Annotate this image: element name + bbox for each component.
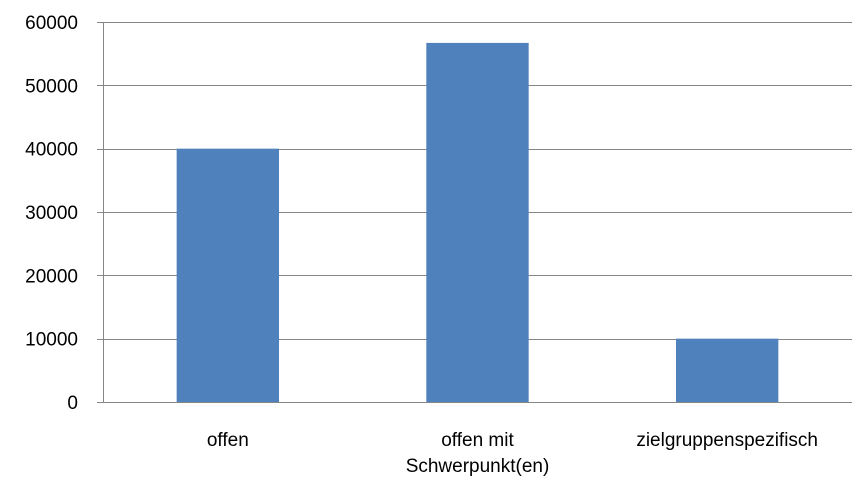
y-tick-label: 40000 <box>25 140 78 161</box>
y-tick-label: 10000 <box>25 330 78 351</box>
axes <box>97 22 852 403</box>
y-tick-labels: 0 10000 20000 30000 40000 50000 60000 <box>25 13 78 414</box>
bars <box>176 42 779 403</box>
y-tick-label: 0 <box>67 393 78 414</box>
bar-2 <box>675 338 779 402</box>
bar-1 <box>426 42 529 403</box>
y-tick-label: 20000 <box>25 266 78 287</box>
bar-0 <box>176 148 280 402</box>
x-tick-label: offen <box>207 430 249 451</box>
x-tick-labels: offen offen mit Schwerpunkt(en) zielgruppen… <box>207 430 818 477</box>
y-tick-label: 60000 <box>25 13 78 34</box>
x-tick-label: offen mit Schwerpunkt(en) <box>406 430 550 477</box>
x-tick-label: zielgruppenspezifisch <box>636 430 818 451</box>
y-tick-label: 50000 <box>25 76 78 97</box>
y-tick-label: 30000 <box>25 203 78 224</box>
